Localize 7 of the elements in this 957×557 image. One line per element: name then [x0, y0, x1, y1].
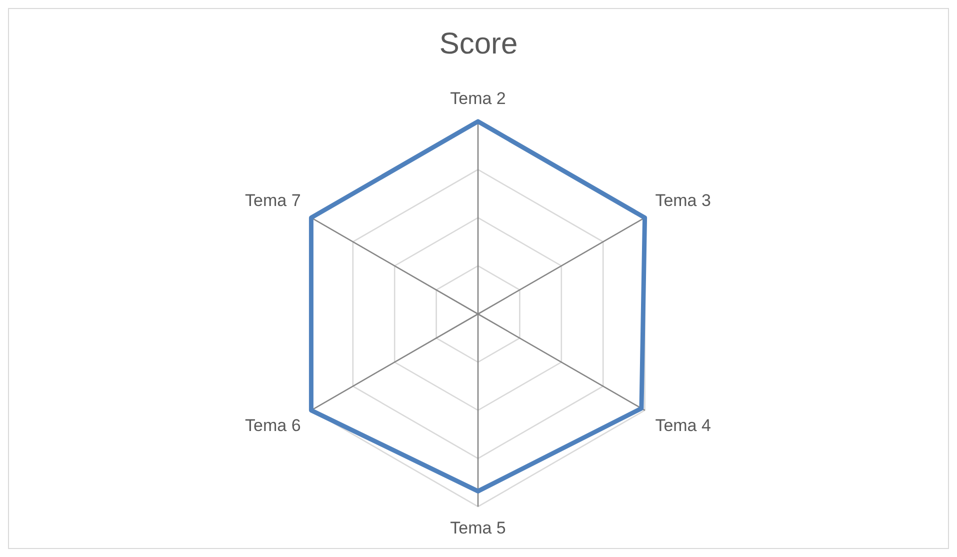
spoke-label: Tema 2: [450, 88, 506, 108]
chart-title: Score: [439, 27, 518, 60]
spoke-label: Tema 6: [245, 416, 301, 436]
spoke-label: Tema 3: [655, 191, 711, 210]
spoke-label: Tema 5: [450, 518, 506, 538]
spoke-label: Tema 4: [655, 416, 711, 436]
spoke-label: Tema 7: [245, 191, 301, 210]
